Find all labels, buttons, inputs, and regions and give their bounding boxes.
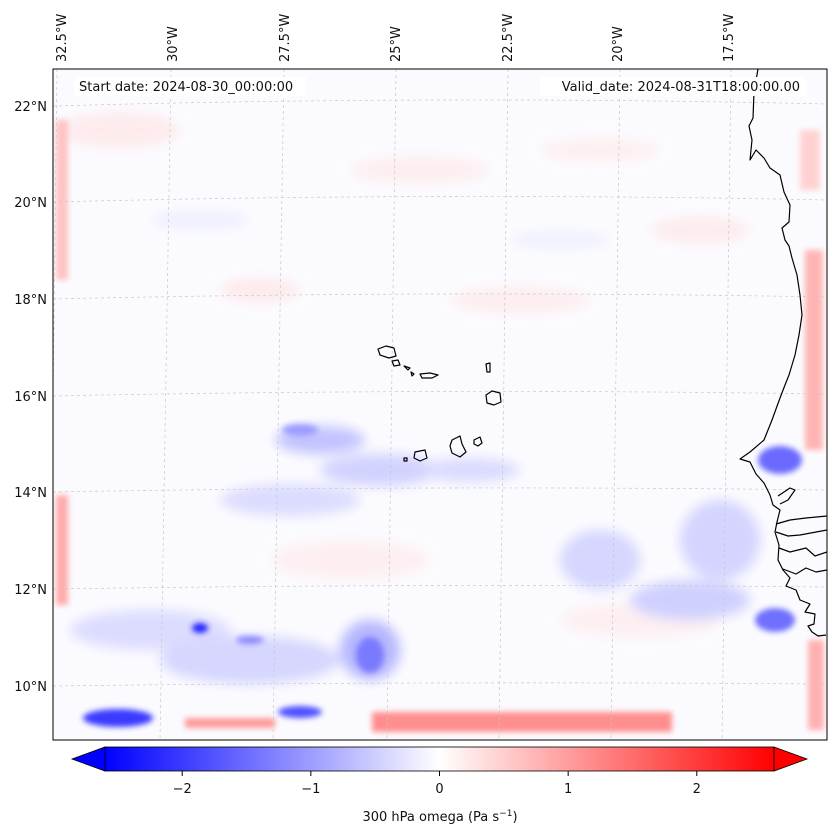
cape-verde-islands bbox=[377, 345, 502, 462]
colorbar-tick-label: −2 bbox=[173, 782, 192, 797]
colorbar-ticks bbox=[181, 771, 698, 776]
lat-label-10n: 10°N bbox=[14, 680, 47, 695]
lon-label-30w: 30°W bbox=[166, 26, 181, 62]
colorbar-tick-label: −1 bbox=[301, 782, 320, 797]
lat-label-16n: 16°N bbox=[14, 390, 47, 405]
start-date-box bbox=[74, 77, 306, 96]
omega-field bbox=[56, 112, 824, 732]
lat-label-20n: 20°N bbox=[14, 196, 47, 211]
valid-date-label: Valid_date: 2024-08-31T18:00:00.00 bbox=[562, 80, 800, 95]
longitude-labels: 32.5°W 30°W 27.5°W 25°W 22.5°W 20°W 17.5… bbox=[55, 14, 737, 62]
lon-label-17-5w: 17.5°W bbox=[722, 14, 737, 62]
lon-label-27-5w: 27.5°W bbox=[278, 14, 293, 62]
start-date-label: Start date: 2024-08-30_00:00:00 bbox=[79, 80, 293, 95]
colorbar-tick-label: 2 bbox=[693, 782, 701, 797]
colorbar-body bbox=[104, 746, 775, 772]
colorbar-title-main: 300 hPa omega (Pa s bbox=[362, 810, 499, 825]
coastlines bbox=[377, 69, 827, 637]
lon-label-32-5w: 32.5°W bbox=[55, 14, 70, 62]
valid-date-box bbox=[540, 77, 806, 96]
map-frame bbox=[52, 68, 828, 741]
lon-label-22-5w: 22.5°W bbox=[501, 14, 516, 62]
lat-label-12n: 12°N bbox=[14, 583, 47, 598]
lat-label-14n: 14°N bbox=[14, 486, 47, 501]
africa-coastline bbox=[739, 69, 827, 637]
latitude-labels: 22°N 20°N 18°N 16°N 14°N 12°N 10°N bbox=[14, 100, 47, 695]
lat-label-22n: 22°N bbox=[14, 100, 47, 115]
colorbar-title: 300 hPa omega (Pa s−1) bbox=[362, 809, 517, 825]
map-panel: Start date: 2024-08-30_00:00:00 Valid_da… bbox=[52, 68, 828, 741]
colorbar-right-extend bbox=[773, 746, 809, 772]
colorbar-tick-labels: −2 −1 0 1 2 bbox=[173, 782, 701, 797]
lon-label-25w: 25°W bbox=[389, 26, 404, 62]
lon-label-20w: 20°W bbox=[611, 26, 626, 62]
colorbar-title-sup: −1 bbox=[499, 809, 512, 819]
colorbar: −2 −1 0 1 2 300 hPa omega (Pa s−1) bbox=[70, 746, 809, 825]
colorbar-title-end: ) bbox=[512, 810, 517, 825]
colorbar-tick-label: 0 bbox=[435, 782, 443, 797]
colorbar-tick-label: 1 bbox=[564, 782, 572, 797]
lat-label-18n: 18°N bbox=[14, 293, 47, 308]
graticule bbox=[53, 69, 827, 740]
colorbar-left-extend bbox=[70, 746, 106, 772]
